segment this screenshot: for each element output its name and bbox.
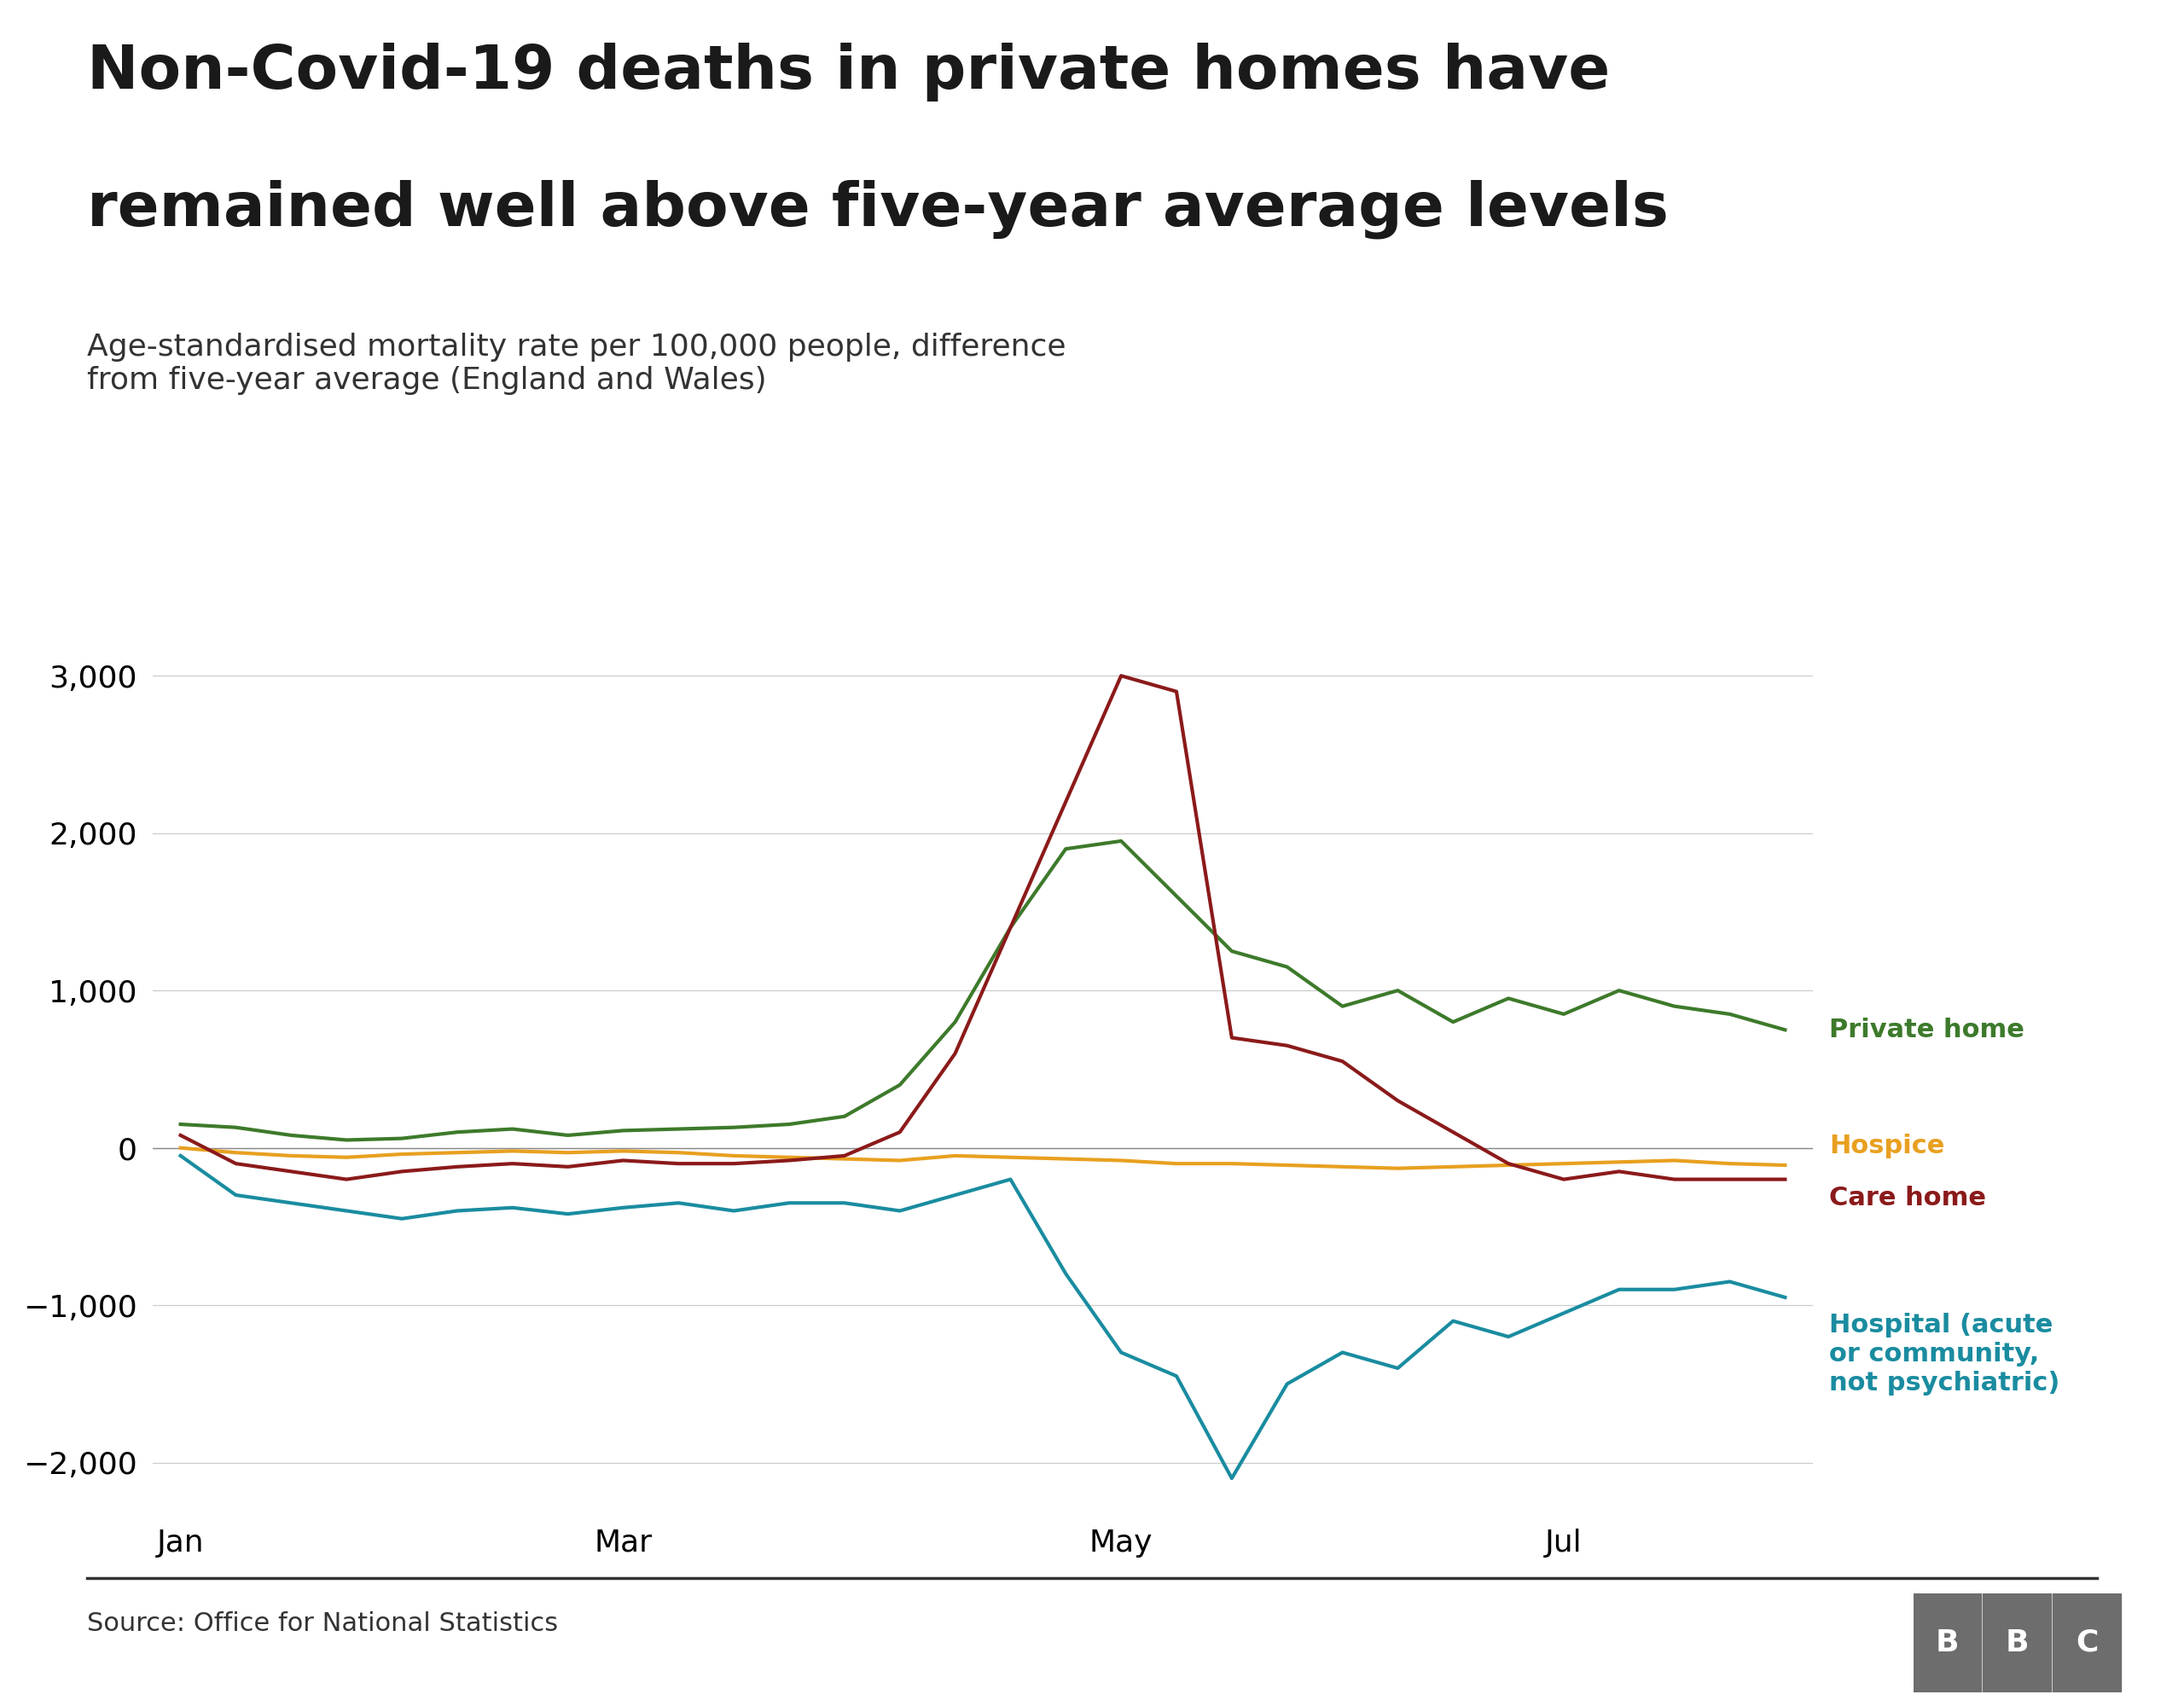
Text: Age-standardised mortality rate per 100,000 people, difference
from five-year av: Age-standardised mortality rate per 100,… bbox=[87, 333, 1066, 396]
Bar bbox=[1983, 1593, 2051, 1692]
Bar bbox=[1913, 1593, 1981, 1692]
Text: Non-Covid-19 deaths in private homes have: Non-Covid-19 deaths in private homes hav… bbox=[87, 43, 1610, 102]
Text: B: B bbox=[1935, 1628, 1959, 1658]
Text: Source: Office for National Statistics: Source: Office for National Statistics bbox=[87, 1612, 559, 1636]
Text: C: C bbox=[2075, 1628, 2099, 1658]
Text: Care home: Care home bbox=[1830, 1186, 1985, 1211]
Text: Hospice: Hospice bbox=[1830, 1134, 1944, 1158]
Text: remained well above five-year average levels: remained well above five-year average le… bbox=[87, 179, 1669, 239]
Text: Private home: Private home bbox=[1830, 1017, 2025, 1042]
Text: Hospital (acute
or community,
not psychiatric): Hospital (acute or community, not psychi… bbox=[1830, 1314, 2060, 1396]
Text: B: B bbox=[2005, 1628, 2029, 1658]
Bar bbox=[2053, 1593, 2121, 1692]
